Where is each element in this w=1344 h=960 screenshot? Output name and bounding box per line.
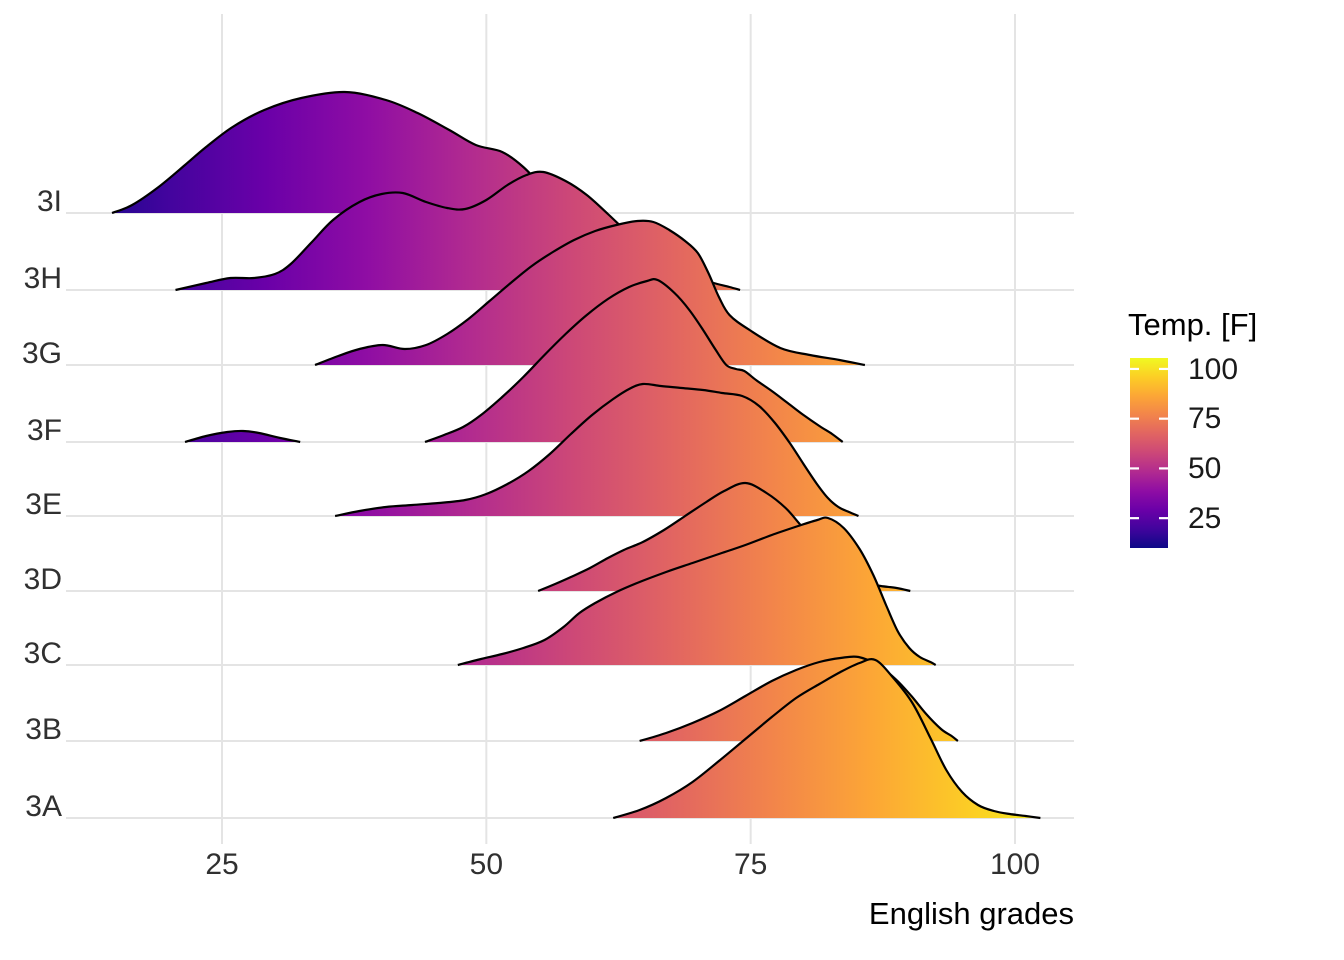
ridges	[111, 90, 1041, 820]
ridge-fill	[457, 517, 936, 665]
legend-tick-50: 50	[1188, 452, 1222, 485]
x-axis-tick-25: 25	[205, 848, 239, 881]
legend-colorbar	[1130, 358, 1168, 548]
x-axis-tick-75: 75	[733, 848, 768, 881]
legend-gradient-bar	[1130, 358, 1168, 548]
legend-tick-75: 75	[1188, 402, 1222, 435]
ridge-3E	[334, 382, 859, 518]
ridge-outline	[334, 382, 859, 518]
y-axis-label-3B: 3B	[25, 713, 62, 746]
ridge-outline	[424, 278, 844, 444]
x-axis-title: English grades	[868, 896, 1074, 931]
y-axis-label-3C: 3C	[23, 637, 62, 670]
ridge-outline	[457, 516, 937, 667]
legend-tick-100: 100	[1188, 353, 1239, 386]
ridge-outline	[639, 655, 959, 743]
ridge-outline	[111, 90, 571, 215]
ridge-fill	[315, 220, 865, 365]
y-axis-label-3H: 3H	[23, 262, 62, 295]
ridge-fill	[613, 659, 1041, 818]
x-axis-tick-50: 50	[469, 848, 504, 881]
ridge-3C	[457, 516, 937, 667]
legend-tick-25: 25	[1188, 502, 1222, 535]
ridge-outline	[612, 658, 1041, 820]
ridge-3A	[612, 658, 1041, 820]
y-axis-label-3A: 3A	[25, 790, 62, 823]
y-axis-label-3I: 3I	[36, 185, 62, 218]
x-axis-tick-100: 100	[989, 848, 1041, 881]
ridge-outline	[314, 219, 866, 367]
ridge-fill	[335, 383, 859, 516]
y-axis-label-3E: 3E	[25, 488, 62, 521]
ridge-fill	[185, 430, 301, 442]
ridge-3I	[111, 90, 571, 215]
ridge-3G	[314, 219, 866, 367]
legend-title: Temp. [F]	[1128, 307, 1258, 342]
ridge-fill	[112, 91, 570, 213]
y-axis-label-3F: 3F	[26, 414, 62, 447]
y-axis-label-3D: 3D	[23, 563, 62, 596]
y-axis-label-3G: 3G	[21, 337, 62, 370]
ridge-outline	[184, 429, 301, 444]
